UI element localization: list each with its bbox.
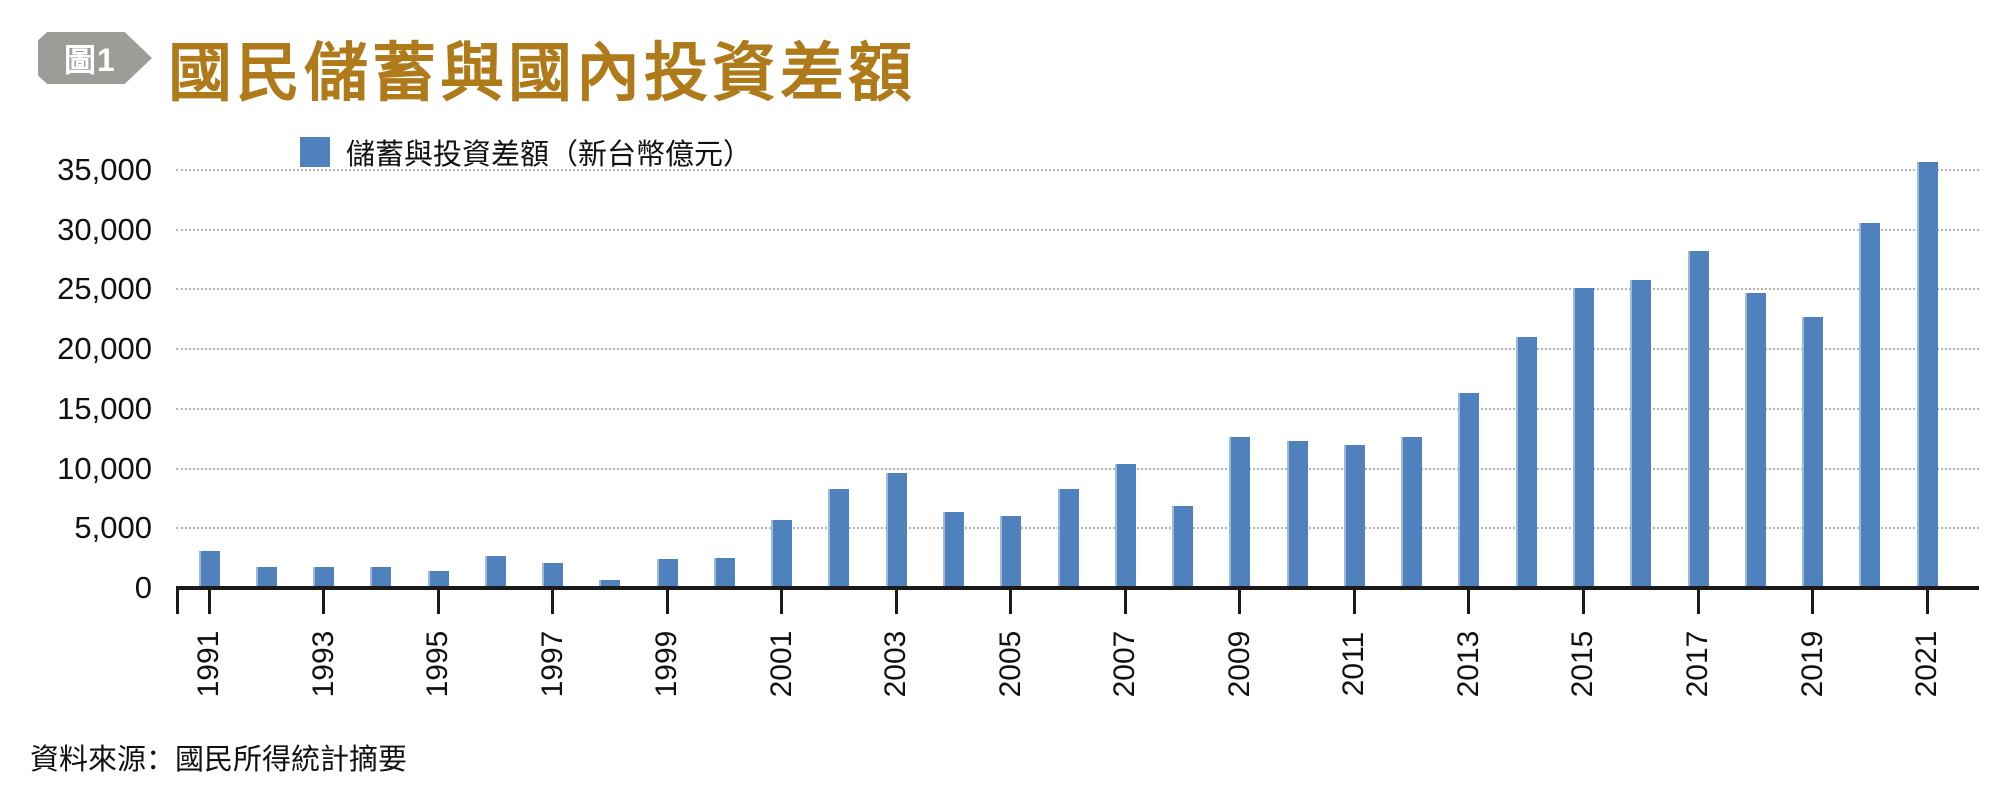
bar [1172, 506, 1194, 588]
x-axis-end-tick [176, 586, 179, 614]
bar [1229, 436, 1251, 588]
bar [885, 472, 907, 588]
bar [943, 511, 964, 588]
bar [1916, 161, 1938, 588]
x-tick-label: 2019 [1795, 630, 1829, 698]
bar [599, 579, 621, 588]
bar [1114, 463, 1136, 588]
bar [484, 555, 506, 588]
y-axis-label: 10,000 [57, 450, 152, 486]
y-axis-label: 30,000 [57, 211, 152, 247]
x-tick-label: 1999 [650, 630, 684, 698]
bar [1286, 441, 1308, 588]
x-tick [1581, 586, 1585, 614]
bar [198, 550, 220, 588]
legend-swatch [300, 137, 330, 167]
page-title: 國民儲蓄與國內投資差額 [168, 38, 916, 109]
legend-label: 儲蓄與投資差額（新台幣億元） [346, 139, 753, 171]
bar [370, 567, 392, 588]
bar [255, 567, 277, 588]
x-tick-label: 1997 [535, 630, 569, 698]
x-axis-line [176, 586, 1979, 590]
x-tick [436, 586, 440, 614]
y-axis-label: 15,000 [57, 390, 152, 426]
bar [1687, 251, 1709, 588]
bar [427, 571, 449, 588]
x-tick-label: 2011 [1337, 631, 1371, 697]
bar [828, 489, 850, 588]
y-gridline [176, 407, 1979, 410]
x-tick [780, 586, 784, 614]
bar [1458, 393, 1480, 588]
x-tick-label: 2007 [1108, 630, 1142, 698]
x-tick [1352, 586, 1356, 614]
y-axis-label: 25,000 [57, 271, 152, 307]
legend: 儲蓄與投資差額（新台幣億元） [300, 131, 752, 173]
bar [713, 558, 735, 588]
x-tick [1238, 586, 1242, 614]
x-tick-label: 2015 [1566, 630, 1600, 698]
y-gridline [176, 467, 1979, 470]
bar [1057, 489, 1079, 588]
y-gridline [176, 288, 1979, 291]
figure-badge: 圖1 [38, 32, 152, 84]
x-tick [322, 586, 326, 614]
x-tick [1811, 586, 1815, 614]
bar [1343, 445, 1365, 588]
bar [1859, 223, 1881, 588]
x-tick-label: 2017 [1681, 630, 1715, 698]
x-tick [665, 586, 669, 614]
y-axis-label: 5,000 [74, 510, 152, 546]
bar [1802, 317, 1824, 588]
bar [656, 558, 678, 588]
source-note: 資料來源：國民所得統計摘要 [30, 744, 408, 776]
x-tick [551, 586, 555, 614]
y-axis-label: 0 [134, 570, 152, 605]
x-tick-label: 2021 [1910, 630, 1944, 698]
y-gridline [176, 228, 1979, 231]
x-tick [1009, 586, 1013, 614]
bar [542, 562, 564, 588]
y-gridline [176, 169, 1979, 171]
x-tick-label: 2003 [879, 630, 913, 698]
bar [1744, 293, 1766, 588]
bar [313, 567, 335, 588]
figure-badge-label: 圖1 [64, 42, 116, 78]
x-tick [1925, 586, 1929, 614]
x-tick-label: 1993 [306, 630, 340, 698]
x-tick [1696, 586, 1700, 614]
y-axis-label: 35,000 [57, 152, 152, 187]
x-tick-label: 1991 [192, 630, 225, 698]
x-tick-label: 2001 [764, 630, 798, 698]
x-tick-label: 1995 [421, 630, 455, 698]
y-axis-label: 20,000 [57, 331, 152, 367]
bar [1000, 515, 1022, 588]
bar [1401, 436, 1423, 588]
x-tick-label: 2009 [1222, 630, 1256, 698]
y-gridline [176, 348, 1979, 351]
x-tick-label: 2005 [993, 630, 1027, 698]
bar [771, 519, 793, 588]
x-tick [1123, 586, 1127, 614]
bar [1572, 288, 1594, 588]
bar [1630, 279, 1652, 588]
x-tick [1467, 586, 1471, 614]
x-tick-label: 2013 [1451, 630, 1485, 698]
bar [1515, 337, 1537, 588]
x-tick [894, 586, 898, 614]
x-tick [207, 586, 211, 614]
